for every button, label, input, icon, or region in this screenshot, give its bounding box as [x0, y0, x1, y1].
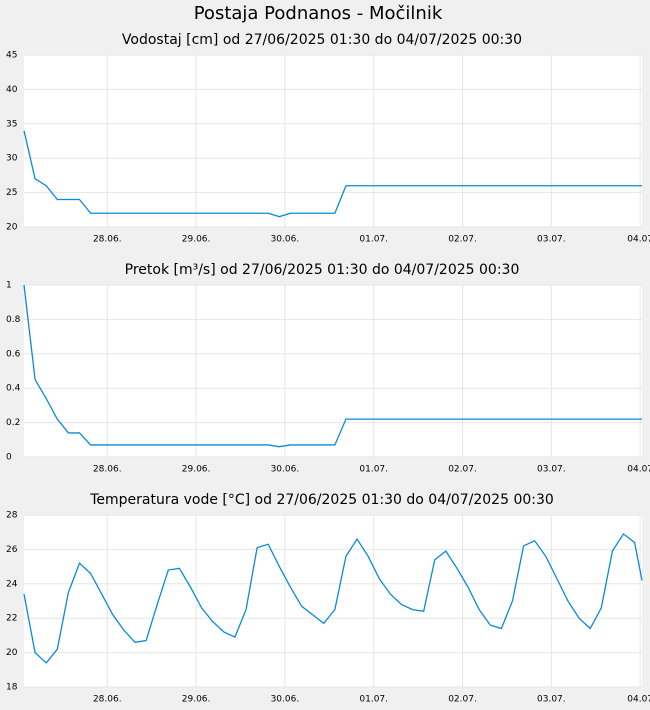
- y-tick-label: 20: [6, 223, 18, 233]
- y-tick-label: 0: [6, 453, 12, 463]
- x-tick-label: 04.07: [627, 695, 650, 705]
- plot-area: [24, 55, 642, 227]
- x-tick-label: 28.06.: [93, 465, 122, 475]
- y-tick-label: 22: [6, 614, 17, 624]
- plot-area: [24, 515, 642, 687]
- data-line: [23, 284, 642, 448]
- x-tick-label: 01.07.: [359, 465, 388, 475]
- y-tick-label: 25: [6, 188, 17, 198]
- x-tick-label: 28.06.: [93, 235, 122, 245]
- x-tick-label: 01.07.: [359, 235, 388, 245]
- y-tick-label: 18: [6, 683, 18, 693]
- x-tick-label: 04.07: [627, 465, 650, 475]
- y-tick-label: 35: [6, 119, 17, 129]
- chart-title: Temperatura vode [°C] od 27/06/2025 01:3…: [89, 492, 554, 508]
- page-title: Postaja Podnanos - Močilnik: [194, 3, 443, 24]
- y-tick-label: 40: [6, 85, 18, 95]
- x-tick-label: 04.07: [627, 235, 650, 245]
- chart-title: Pretok [m³/s] od 27/06/2025 01:30 do 04/…: [125, 262, 520, 278]
- x-tick-label: 28.06.: [93, 695, 122, 705]
- data-line: [23, 130, 642, 218]
- y-tick-label: 0.8: [6, 315, 21, 325]
- x-tick-label: 30.06.: [271, 235, 300, 245]
- x-tick-label: 29.06.: [182, 465, 211, 475]
- y-tick-label: 24: [6, 579, 18, 589]
- data-line: [23, 532, 643, 664]
- x-tick-label: 29.06.: [182, 695, 211, 705]
- x-tick-label: 02.07.: [448, 695, 477, 705]
- x-tick-label: 02.07.: [448, 235, 477, 245]
- y-tick-label: 26: [6, 545, 18, 555]
- x-tick-label: 30.06.: [271, 465, 300, 475]
- x-tick-label: 03.07.: [537, 465, 566, 475]
- y-tick-label: 28: [6, 511, 18, 521]
- plot-area: [24, 285, 642, 457]
- y-tick-label: 1: [6, 281, 12, 291]
- x-tick-label: 02.07.: [448, 465, 477, 475]
- y-tick-label: 0.6: [6, 349, 21, 359]
- y-tick-label: 45: [6, 51, 17, 61]
- x-tick-label: 01.07.: [359, 695, 388, 705]
- chart-title: Vodostaj [cm] od 27/06/2025 01:30 do 04/…: [122, 32, 522, 48]
- y-tick-label: 30: [6, 154, 18, 164]
- x-tick-label: 29.06.: [182, 235, 211, 245]
- y-tick-label: 0.2: [6, 418, 20, 428]
- y-tick-label: 0.4: [6, 384, 21, 394]
- x-tick-label: 03.07.: [537, 235, 566, 245]
- x-tick-label: 03.07.: [537, 695, 566, 705]
- y-tick-label: 20: [6, 648, 18, 658]
- x-tick-label: 30.06.: [271, 695, 300, 705]
